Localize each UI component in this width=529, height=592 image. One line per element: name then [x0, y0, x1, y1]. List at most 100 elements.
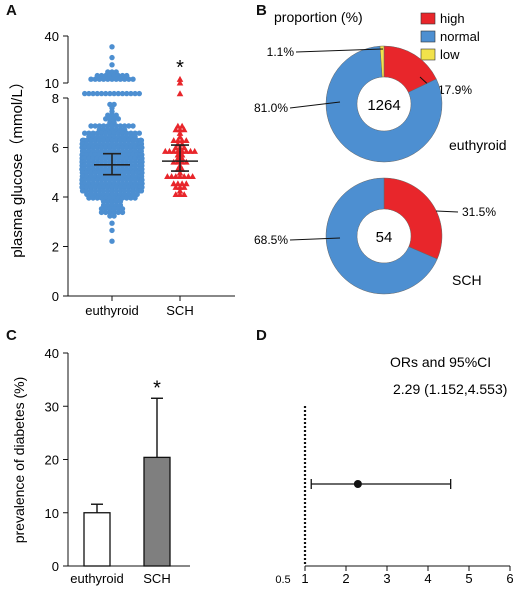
significance-star: *	[153, 377, 161, 399]
slice-percent-label: 31.5%	[462, 205, 496, 219]
data-point	[119, 90, 126, 97]
scatter-group-euthyroid	[79, 44, 145, 244]
donut-slice-normal	[325, 45, 443, 163]
data-point	[172, 173, 180, 180]
data-point	[92, 123, 98, 129]
data-point	[98, 209, 105, 216]
data-point	[164, 173, 171, 180]
pie-title: proportion (%)	[274, 9, 363, 25]
data-point	[176, 126, 184, 133]
data-point	[168, 173, 175, 180]
data-point	[115, 209, 122, 216]
y-tick-label: 40	[45, 29, 59, 44]
donut-center-count: 54	[376, 229, 393, 246]
data-point	[132, 90, 138, 97]
donut-euthyroid: 17.9% 81.0% 1.1% 1264 euthyroid	[254, 45, 507, 163]
data-point	[138, 188, 144, 194]
y-tick-label: 4	[52, 190, 59, 205]
or-point	[353, 480, 362, 488]
data-point	[178, 137, 186, 144]
data-point	[176, 173, 184, 180]
slice-leader-line	[289, 237, 341, 241]
data-point	[92, 76, 98, 82]
y-tick-label: 2	[52, 240, 59, 255]
x-tick-label: SCH	[166, 303, 193, 318]
data-point	[86, 90, 92, 97]
data-point	[172, 126, 180, 133]
data-point	[176, 90, 184, 97]
donut-center-count: 1264	[367, 97, 400, 114]
data-point	[176, 75, 184, 82]
panel-label-b: B	[256, 2, 267, 19]
y-tick-label: 6	[52, 141, 59, 156]
x-tick-label: euthyroid	[70, 571, 123, 586]
data-point	[176, 129, 184, 136]
y-tick-label: 20	[45, 453, 59, 468]
data-point	[107, 213, 113, 219]
donut-slice-normal	[325, 177, 438, 295]
data-point	[126, 123, 132, 129]
slice-percent-label: 81.0%	[254, 101, 288, 115]
data-point	[130, 76, 136, 82]
x-tick-label: euthyroid	[85, 303, 138, 318]
data-point	[170, 137, 177, 144]
x-tick-label: 2	[342, 571, 349, 586]
data-point	[105, 76, 111, 82]
panel-label-c: C	[6, 327, 17, 344]
x-tick-label: SCH	[143, 571, 170, 586]
bar-SCH	[143, 456, 171, 567]
y-tick-label: 10	[45, 76, 59, 91]
data-point	[176, 79, 184, 86]
slice-leader-line	[435, 210, 459, 213]
data-point	[187, 147, 194, 154]
y-axis-label: plasma glucose（mmol/L）	[9, 74, 26, 257]
data-point	[103, 90, 109, 97]
data-point	[172, 183, 180, 190]
data-point	[109, 76, 115, 82]
scatter-group-SCH	[162, 75, 198, 198]
data-point	[109, 238, 115, 244]
data-point	[170, 147, 177, 154]
data-point	[121, 76, 128, 82]
forest-title: ORs and 95%CI	[390, 354, 491, 370]
data-point	[176, 187, 184, 194]
panel-c-chart: 0 10 20 30 40 prevalence of diabetes (%) euthy…	[11, 346, 190, 586]
data-point	[113, 76, 119, 82]
data-point	[107, 90, 113, 97]
y-tick-label: 0	[52, 289, 59, 304]
data-point	[126, 76, 132, 82]
forest-estimate-label: 2.29 (1.152,4.553)	[393, 381, 507, 397]
data-point	[103, 116, 109, 122]
x-tick-label: 6	[506, 571, 513, 586]
data-point	[124, 90, 130, 97]
data-point	[109, 44, 115, 50]
data-point	[124, 195, 130, 201]
data-point	[180, 173, 188, 180]
panel-b-chart: proportion (%) high normal low 17.9% 81.0% 1.1…	[254, 9, 507, 295]
slice-percent-label: 17.9%	[438, 83, 472, 97]
data-point	[94, 195, 101, 201]
y-tick-label: 40	[45, 346, 59, 361]
legend-swatch-low	[420, 48, 436, 61]
data-point	[176, 191, 184, 198]
data-point	[88, 76, 94, 82]
data-point	[176, 169, 184, 176]
donut-group-label: SCH	[452, 272, 482, 288]
data-point	[128, 195, 134, 201]
data-point	[136, 90, 142, 97]
data-point	[180, 126, 188, 133]
data-point	[109, 62, 115, 68]
y-tick-label: 8	[52, 91, 59, 106]
data-point	[130, 123, 136, 129]
panel-label-d: D	[256, 327, 267, 344]
x-tick-label: 3	[383, 571, 390, 586]
slice-leader-line	[295, 48, 384, 53]
data-point	[119, 209, 126, 216]
data-point	[185, 173, 192, 180]
slice-percent-label: 1.1%	[267, 45, 295, 59]
data-point	[166, 147, 173, 154]
data-point	[176, 183, 184, 190]
significance-star: *	[176, 57, 184, 79]
donut-group-label: euthyroid	[449, 137, 507, 153]
data-point	[128, 90, 134, 97]
